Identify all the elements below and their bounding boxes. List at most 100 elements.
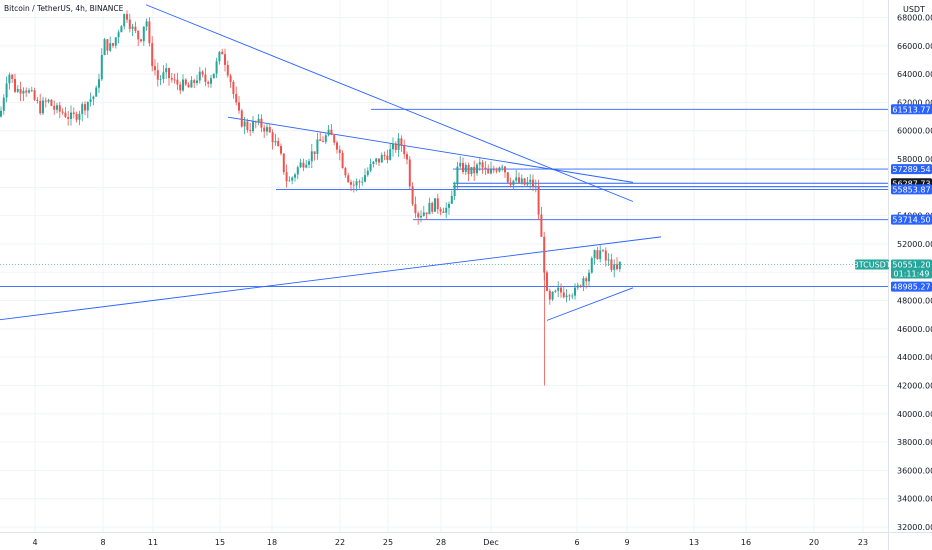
candle-body [554,290,557,292]
candle-body [140,39,142,42]
y-tick-label: 52000.00 [897,240,932,249]
candle-body [151,43,154,67]
candle-body [417,213,420,218]
candle-body [462,162,464,173]
candle-body [106,39,109,51]
candle-body [84,104,86,111]
candle-body [498,167,501,172]
candle-body [16,89,19,92]
candle-body [607,259,610,261]
y-tick-label: 32000.00 [897,523,932,532]
price-tag-label: 57289.54 [892,165,930,174]
candle-body [302,162,305,168]
candle-body [526,182,529,185]
candle-body [47,99,50,102]
candle-body [109,43,112,51]
price-tag-box [891,164,932,175]
candle-body [126,14,128,20]
candle-body [436,198,439,210]
price-tag-box [891,214,932,225]
symbol-tag-label: BTCUSDT [853,260,891,269]
candle-body [39,100,42,114]
candle-body [565,295,568,298]
candle-body [5,83,8,98]
time-axis[interactable]: 4 8 11 15 18 22 25 28 Dec 6 9 13 16 20 23 [32,538,868,547]
candle-body [414,204,417,214]
candle-body [282,153,285,173]
candle-body [53,105,56,110]
candle-body [142,26,145,42]
candle-body [8,74,11,84]
candle-body [562,292,565,298]
candle-body [585,278,588,282]
candle-body [148,21,151,44]
y-tick-label: 64000.00 [897,70,932,79]
candle-body [456,166,459,185]
candle-body [224,54,226,65]
candle-body [366,170,369,176]
candle-body [114,37,117,46]
candle-body [56,105,58,110]
candle-body [240,110,243,127]
candle-body [333,135,336,143]
trendline [546,287,634,321]
y-tick-label: 38000.00 [897,438,932,447]
candle-body [252,121,254,132]
candle-body [184,79,187,85]
candle-body [168,68,170,79]
candle-body [596,250,599,259]
candle-body [403,145,406,155]
candle-body [201,71,204,75]
x-tick-label: 28 [436,538,446,547]
candle-body [28,90,30,93]
x-tick-label: 16 [741,538,751,547]
candle-body [11,74,14,80]
candle-body [473,167,476,174]
candle-body [422,212,425,216]
grid [0,0,888,532]
candle-body [313,151,316,154]
candle-body [64,112,67,117]
candle-body [254,121,257,123]
candle-body [112,43,114,46]
candle-body [369,164,372,171]
candle-body [406,154,408,160]
candle-body [70,112,72,119]
x-tick-label: 9 [624,538,629,547]
candle-body [103,39,106,55]
candle-body [588,272,590,282]
plot-area[interactable] [0,0,888,532]
candle-body [271,132,274,143]
candle-body [576,285,579,288]
candle-body [529,179,532,183]
candle-body [322,140,324,142]
candle-body [490,169,492,174]
candle-body [67,116,70,119]
drawing-lines[interactable] [0,4,888,321]
candle-body [520,178,523,183]
candle-body [324,135,327,142]
candle-body [518,177,520,183]
price-tag-box [891,184,932,195]
candle-body [492,169,495,171]
candle-body [571,295,574,297]
candle-body [128,19,131,29]
candle-body [604,250,607,261]
candle-body [165,68,168,73]
candle-body [212,73,215,79]
y-tick-label: 40000.00 [897,410,932,419]
candle-body [599,250,602,259]
candle-body [501,166,504,168]
x-tick-label: 4 [32,538,37,547]
candle-body [361,181,364,183]
price-axis[interactable]: 68000.00 66000.00 64000.00 62000.00 60000.00… [897,14,932,533]
chart-title: Bitcoin / TetherUS, 4h, BINANCE [4,4,124,13]
candles [0,10,621,386]
candle-body [408,159,411,187]
candle-body [616,264,618,270]
candle-body [299,162,302,168]
candle-body [176,79,179,85]
candle-body [434,198,436,212]
